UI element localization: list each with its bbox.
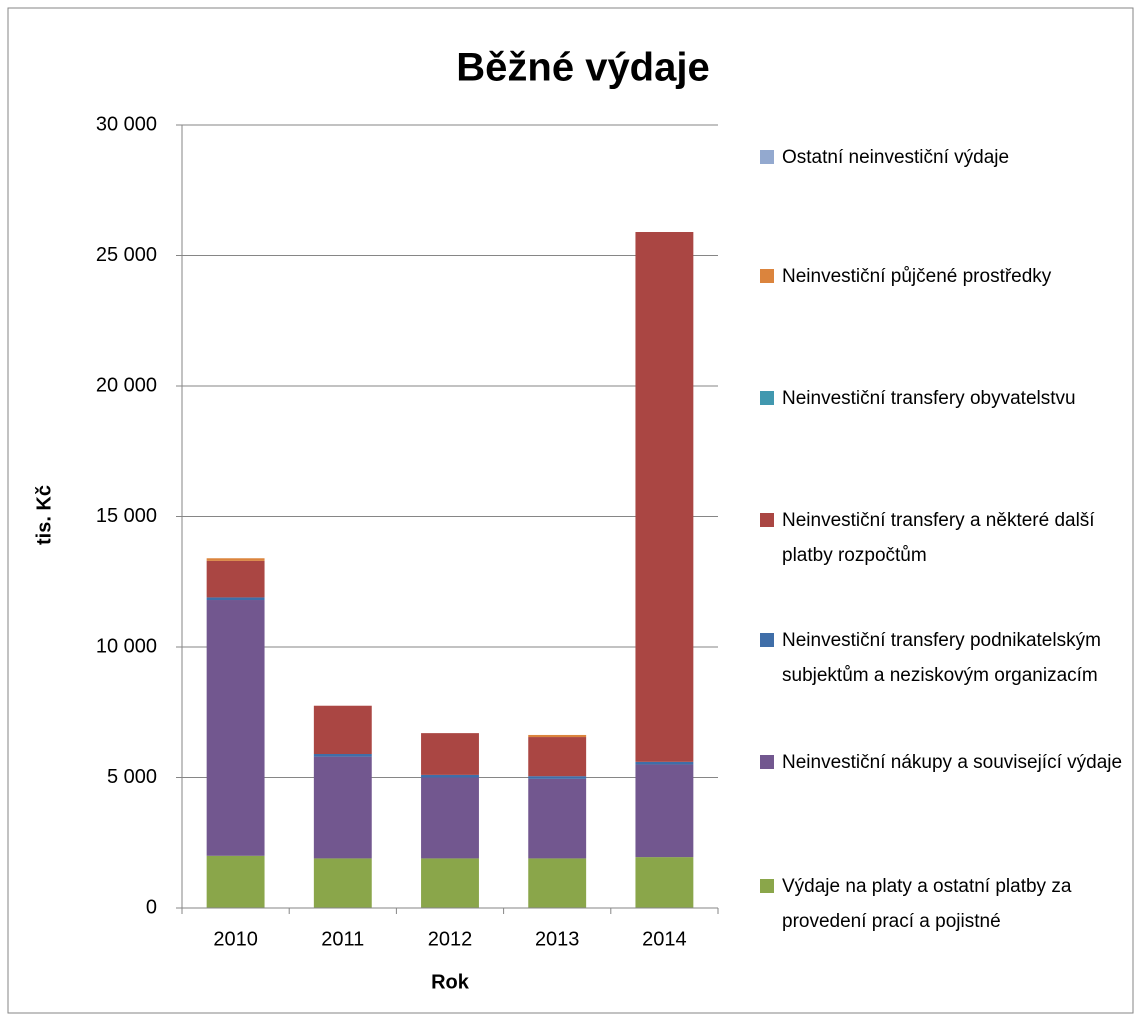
legend-swatch	[760, 879, 774, 893]
y-tick-label: 0	[146, 896, 157, 918]
legend-item: Neinvestiční transfery obyvatelstvu	[760, 381, 1125, 416]
bar-segment	[528, 778, 587, 859]
bar-segment	[206, 855, 265, 908]
legend-item: Neinvestiční transfery a některé další p…	[760, 503, 1125, 573]
x-tick-label: 2012	[428, 928, 473, 950]
legend-swatch	[760, 513, 774, 527]
bar-segment	[528, 734, 587, 738]
bar-segment	[313, 858, 372, 908]
legend-item: Neinvestiční půjčené prostředky	[760, 259, 1125, 294]
legend-swatch	[760, 755, 774, 769]
legend-item: Neinvestiční transfery podnikatelským su…	[760, 623, 1125, 693]
chart-title: Běžné výdaje	[456, 46, 709, 90]
bar-segment	[421, 774, 479, 778]
legend-swatch	[760, 150, 774, 164]
bar-segment	[206, 597, 265, 601]
bar-segment	[206, 600, 265, 856]
legend-label: Neinvestiční půjčené prostředky	[782, 266, 1052, 287]
y-tick-label: 10 000	[96, 635, 157, 657]
bar-segment	[635, 764, 694, 858]
bar-segment	[313, 756, 372, 859]
y-axis-label: tis. Kč	[33, 485, 55, 545]
legend-label: Neinvestiční nákupy a související výdaje	[782, 752, 1123, 773]
bar-segment	[206, 558, 265, 561]
y-tick-label: 5 000	[107, 766, 157, 788]
bar-segment	[635, 761, 694, 765]
legend-label: Neinvestiční transfery a některé další p…	[782, 510, 1095, 566]
bar-segment	[635, 857, 694, 908]
x-tick-label: 2011	[321, 928, 364, 950]
bar-segment	[528, 858, 587, 908]
x-axis-label: Rok	[431, 971, 470, 993]
bar-segment	[528, 737, 587, 777]
y-tick-label: 30 000	[96, 113, 157, 135]
bar-segment	[313, 705, 372, 755]
legend-item: Neinvestiční nákupy a související výdaje	[760, 745, 1125, 780]
legend-item: Výdaje na platy a ostatní platby za prov…	[760, 869, 1125, 939]
bar-segment	[206, 560, 265, 598]
x-tick-label: 2010	[213, 928, 258, 950]
legend-label: Výdaje na platy a ostatní platby za prov…	[782, 876, 1072, 932]
legend-label: Ostatní neinvestiční výdaje	[782, 147, 1010, 168]
legend-item: Ostatní neinvestiční výdaje	[760, 140, 1125, 175]
bar-segment	[313, 754, 372, 757]
y-tick-label: 20 000	[96, 374, 157, 396]
legend-swatch	[760, 391, 774, 405]
legend-label: Neinvestiční transfery podnikatelským su…	[782, 630, 1101, 686]
x-tick-label: 2014	[642, 928, 687, 950]
y-tick-label: 15 000	[96, 505, 157, 527]
bar-segment	[635, 232, 694, 762]
bar-segment	[421, 858, 479, 908]
y-tick-label: 25 000	[96, 244, 157, 266]
legend-label: Neinvestiční transfery obyvatelstvu	[782, 388, 1076, 409]
bar-segment	[528, 776, 587, 779]
bar-segment	[421, 777, 479, 859]
x-tick-label: 2013	[535, 928, 580, 950]
legend-swatch	[760, 633, 774, 647]
bar-segment	[421, 733, 479, 775]
legend-swatch	[760, 269, 774, 283]
